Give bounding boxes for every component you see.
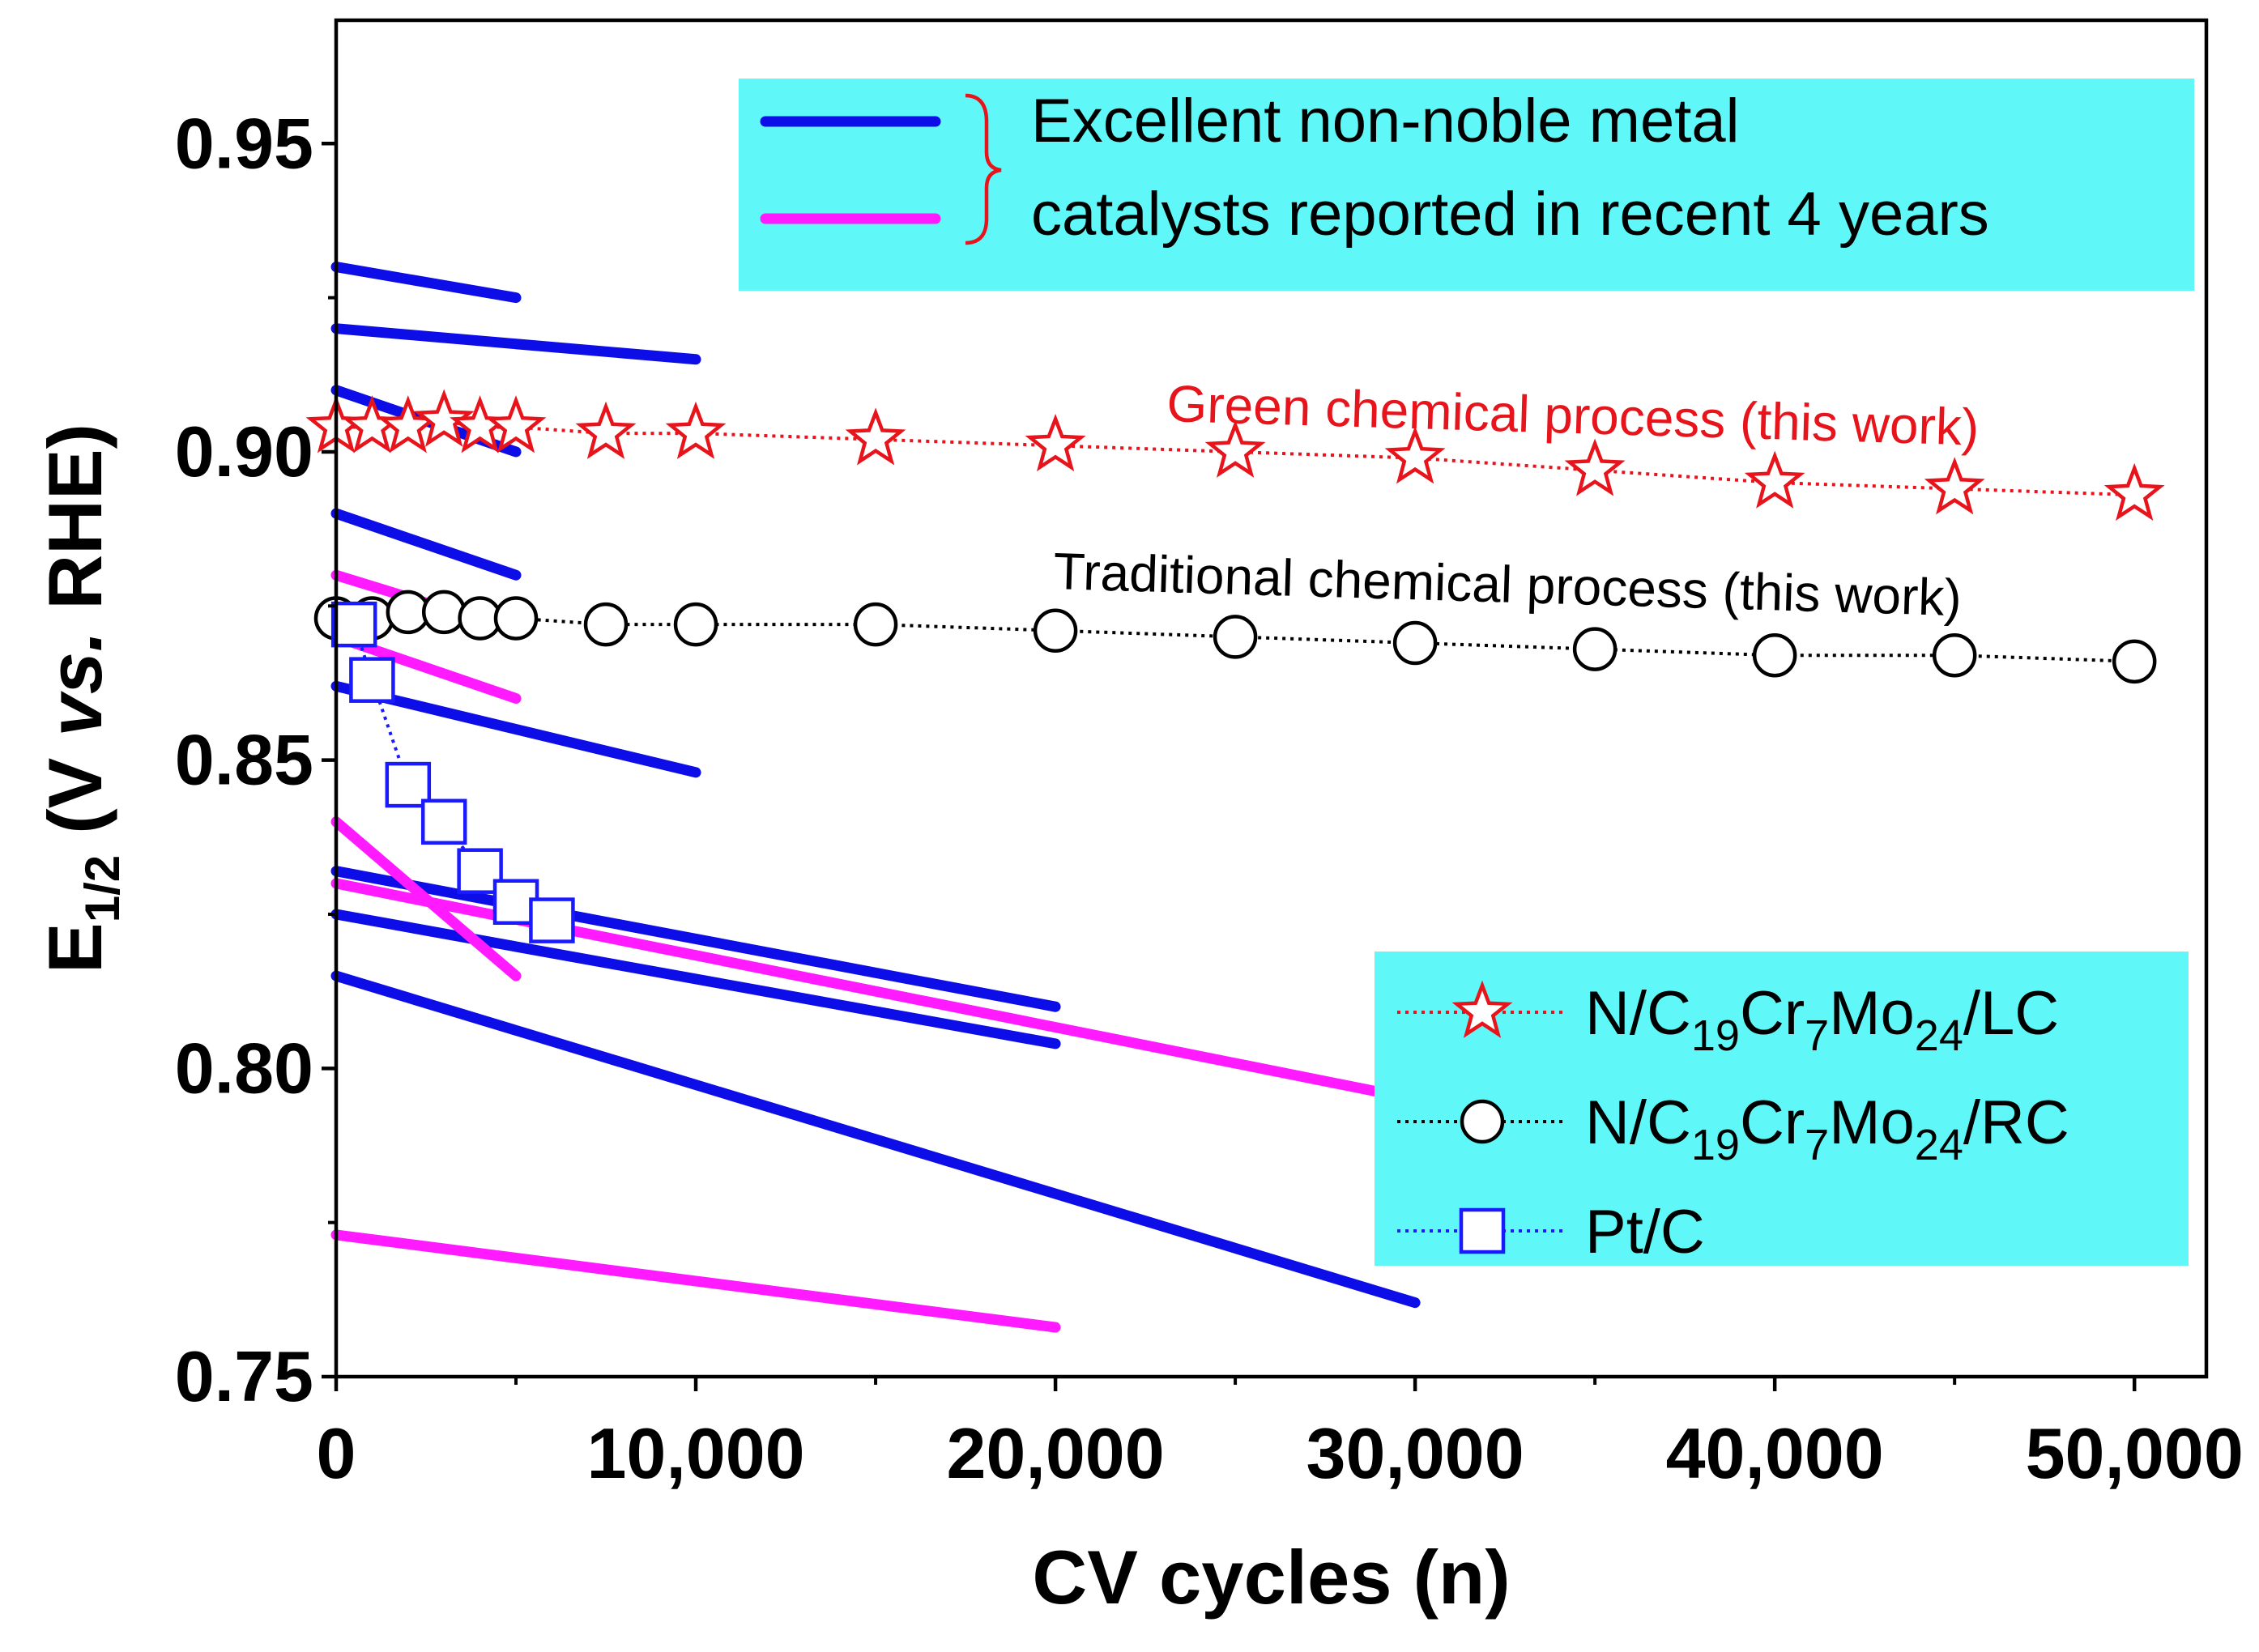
data-point-ptc bbox=[349, 657, 395, 703]
series-legend: N/C19Cr7Mo24/LC N/C19Cr7Mo24/RC Pt/C bbox=[1375, 952, 2189, 1267]
data-point-rc bbox=[1392, 620, 1438, 666]
y-tick-label: 0.90 bbox=[175, 411, 313, 492]
data-point-rc bbox=[673, 602, 718, 647]
reference-line-5 bbox=[330, 680, 701, 778]
data-point-lc bbox=[1564, 438, 1626, 496]
annotation-traditional-process: Traditional chemical process (this work) bbox=[1053, 542, 1963, 627]
x-tick-label: 10,000 bbox=[586, 1413, 804, 1493]
data-point-rc bbox=[2112, 639, 2157, 684]
reference-line-8 bbox=[330, 970, 1421, 1309]
data-point-lc bbox=[1744, 450, 1805, 509]
top-legend-box bbox=[739, 79, 2194, 291]
data-point-ptc bbox=[385, 761, 432, 808]
data-point-lc bbox=[1924, 457, 1985, 515]
data-point-ptc bbox=[457, 848, 503, 894]
data-point-rc bbox=[583, 602, 629, 647]
y-tick-label: 0.75 bbox=[175, 1336, 313, 1416]
annotation-green-process: Green chemical process (this work) bbox=[1166, 374, 1980, 457]
data-point-rc bbox=[1033, 608, 1078, 653]
axes-layer: 0.75 0.80 0.85 0.90 0.95 0 10,000 20,000 30,000 4… bbox=[32, 18, 2244, 1620]
reference-line-6 bbox=[330, 866, 1061, 1012]
data-point-rc bbox=[1752, 632, 1797, 678]
data-point-ptc bbox=[420, 798, 467, 845]
reference-line-13 bbox=[330, 1229, 1061, 1333]
x-tick-label: 30,000 bbox=[1306, 1413, 1524, 1493]
legend-marker-ptc bbox=[1459, 1207, 1506, 1254]
legend-marker-lc bbox=[1451, 980, 1513, 1038]
data-point-lc bbox=[485, 395, 547, 453]
data-point-lc bbox=[413, 389, 475, 447]
x-tick-label: 40,000 bbox=[1666, 1413, 1884, 1493]
y-axis-title: E1/2 (V vs. RHE) bbox=[32, 424, 130, 973]
annotations-layer: Green chemical process (this work) Tradi… bbox=[1053, 374, 1980, 627]
data-point-lc bbox=[2103, 462, 2165, 522]
data-point-lc bbox=[1025, 413, 1086, 472]
plot-frame bbox=[334, 18, 2209, 1379]
reference-line-1 bbox=[330, 262, 522, 304]
legend-label-lc: N/C19Cr7Mo24/LC bbox=[1585, 979, 2059, 1060]
data-point-rc bbox=[421, 590, 467, 635]
reference-line-2 bbox=[330, 323, 701, 365]
y-tick-label: 0.80 bbox=[175, 1028, 313, 1108]
x-tick-label: 0 bbox=[317, 1413, 356, 1493]
data-point-lc bbox=[665, 401, 727, 459]
top-legend-line1: Excellent non-noble metal bbox=[1031, 87, 1740, 155]
x-axis-title: CV cycles (n) bbox=[1032, 1535, 1510, 1620]
y-tick-label: 0.85 bbox=[175, 720, 313, 800]
data-point-rc bbox=[853, 602, 898, 647]
x-tick-label: 20,000 bbox=[946, 1413, 1164, 1493]
legend-brace bbox=[965, 93, 1002, 245]
data-point-ptc bbox=[330, 601, 377, 648]
reference-line-7 bbox=[330, 909, 1061, 1050]
series-layer bbox=[305, 389, 2165, 943]
x-tick-label: 50,000 bbox=[2026, 1413, 2244, 1493]
reference-line-4 bbox=[330, 508, 522, 581]
top-legend-line2: catalysts reported in recent 4 years bbox=[1031, 180, 1989, 249]
data-point-rc bbox=[1572, 627, 1618, 671]
top-legend: Excellent non-noble metal catalysts repor… bbox=[739, 79, 2194, 291]
data-point-rc bbox=[1213, 615, 1258, 659]
data-point-lc bbox=[845, 407, 906, 466]
data-point-lc bbox=[1204, 419, 1266, 478]
legend-marker-rc bbox=[1460, 1099, 1505, 1144]
data-point-ptc bbox=[529, 897, 575, 943]
data-point-rc bbox=[493, 596, 539, 641]
legend-label-rc: N/C19Cr7Mo24/RC bbox=[1585, 1088, 2069, 1169]
legend-label-ptc: Pt/C bbox=[1585, 1198, 1705, 1267]
y-tick-label: 0.95 bbox=[175, 103, 313, 183]
data-point-rc bbox=[1932, 632, 1977, 678]
data-point-lc bbox=[575, 401, 637, 459]
data-point-lc bbox=[1384, 426, 1446, 484]
